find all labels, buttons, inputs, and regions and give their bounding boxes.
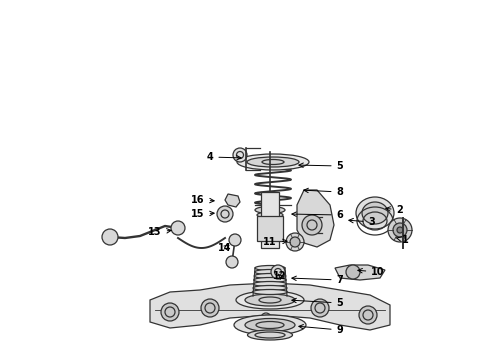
Text: 5: 5 xyxy=(299,161,343,171)
Ellipse shape xyxy=(255,207,285,213)
Ellipse shape xyxy=(245,294,295,306)
Circle shape xyxy=(388,218,412,242)
Text: 13: 13 xyxy=(148,227,171,237)
Polygon shape xyxy=(335,265,385,280)
Circle shape xyxy=(271,265,285,279)
Ellipse shape xyxy=(247,330,293,340)
Circle shape xyxy=(359,306,377,324)
Text: 10: 10 xyxy=(358,267,385,277)
Text: 5: 5 xyxy=(292,298,343,308)
Ellipse shape xyxy=(253,282,287,287)
Circle shape xyxy=(226,256,238,268)
Ellipse shape xyxy=(259,217,281,222)
Circle shape xyxy=(397,227,403,233)
Ellipse shape xyxy=(247,157,299,167)
Bar xyxy=(257,216,283,240)
Ellipse shape xyxy=(362,202,388,224)
Text: 14: 14 xyxy=(218,243,232,253)
Ellipse shape xyxy=(234,315,306,335)
Text: 15: 15 xyxy=(191,209,214,219)
Ellipse shape xyxy=(245,319,295,332)
Polygon shape xyxy=(297,190,334,247)
Ellipse shape xyxy=(255,266,285,270)
Ellipse shape xyxy=(254,278,286,283)
Circle shape xyxy=(286,233,304,251)
Ellipse shape xyxy=(236,291,304,309)
Circle shape xyxy=(161,303,179,321)
Text: 8: 8 xyxy=(304,187,343,197)
Text: 9: 9 xyxy=(299,324,343,335)
Text: 7: 7 xyxy=(292,275,343,285)
Circle shape xyxy=(201,299,219,317)
Circle shape xyxy=(171,221,185,235)
Polygon shape xyxy=(225,194,240,207)
Circle shape xyxy=(302,215,322,235)
Ellipse shape xyxy=(237,154,309,170)
Circle shape xyxy=(102,229,118,245)
Circle shape xyxy=(393,223,407,237)
Circle shape xyxy=(233,148,247,162)
Text: 2: 2 xyxy=(386,205,403,215)
Ellipse shape xyxy=(255,270,285,274)
Circle shape xyxy=(311,299,329,317)
Text: 4: 4 xyxy=(207,152,241,162)
Ellipse shape xyxy=(253,285,287,291)
Circle shape xyxy=(217,206,233,222)
Circle shape xyxy=(229,234,241,246)
Bar xyxy=(261,192,279,248)
Circle shape xyxy=(290,237,300,247)
Text: 6: 6 xyxy=(292,210,343,220)
Text: 11: 11 xyxy=(263,237,287,247)
Polygon shape xyxy=(150,283,390,330)
Text: 16: 16 xyxy=(191,195,214,205)
Ellipse shape xyxy=(253,289,288,294)
Circle shape xyxy=(264,315,269,320)
Ellipse shape xyxy=(254,274,286,279)
Ellipse shape xyxy=(261,223,279,227)
Text: 12: 12 xyxy=(273,271,287,281)
Ellipse shape xyxy=(257,212,283,218)
Ellipse shape xyxy=(356,197,394,229)
Text: 1: 1 xyxy=(396,235,408,245)
Text: 3: 3 xyxy=(349,217,375,227)
Circle shape xyxy=(346,265,360,279)
